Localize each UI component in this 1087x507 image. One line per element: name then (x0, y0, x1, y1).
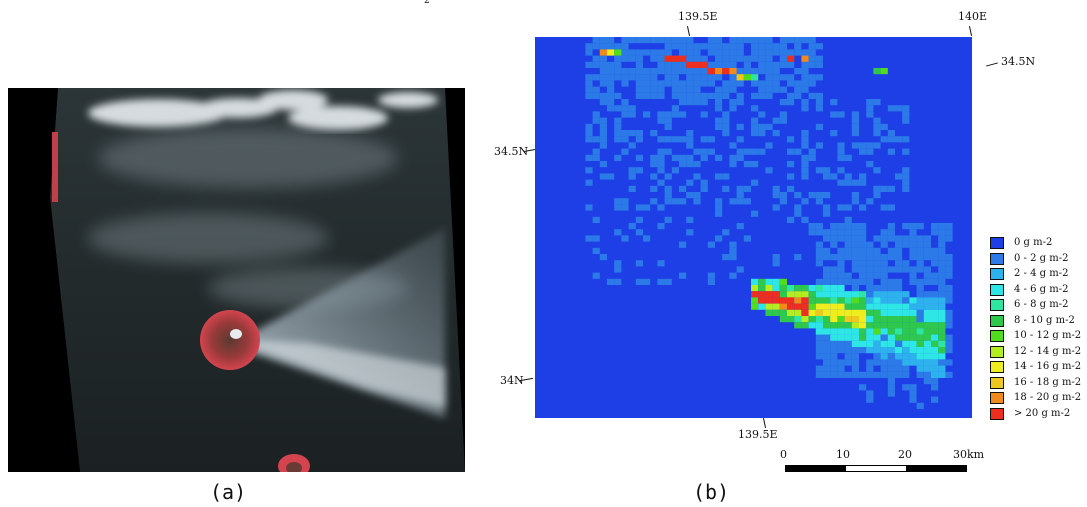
legend-label: 14 - 16 g m-2 (1014, 361, 1082, 372)
legend-label: 10 - 12 g m-2 (1014, 330, 1082, 341)
legend-label: 12 - 14 g m-2 (1014, 345, 1082, 357)
legend-label: 0 g m-2 (1014, 237, 1053, 248)
lon-label-bottom: 139.5E (738, 428, 778, 441)
tick-top-2 (968, 26, 973, 36)
scale-tick-0: 0 (780, 448, 787, 461)
legend-label: 2 - 4 g m-2 (1014, 268, 1069, 279)
scale-tick-30: 30km (953, 448, 985, 461)
legend-swatch (990, 237, 1004, 249)
lat-label-left-1: 34.5N (494, 145, 529, 158)
lon-label-top-1: 139.5E (678, 10, 718, 23)
ash-map (535, 37, 972, 418)
ash-grid (585, 37, 953, 409)
satellite-image (8, 88, 465, 478)
tick-bottom (762, 418, 767, 428)
top-fragment-text: 2 (424, 0, 430, 6)
legend-swatch (990, 376, 1004, 389)
legend-label: 8 - 10 g m-2 (1014, 314, 1075, 326)
panel-a-caption: (a) (210, 480, 247, 504)
satellite-image-panel (8, 88, 465, 478)
legend-swatch (990, 299, 1004, 311)
legend-swatch (990, 407, 1004, 420)
legend-label: 18 - 20 g m-2 (1014, 392, 1082, 403)
legend-swatch (990, 314, 1004, 327)
legend-swatch (990, 392, 1004, 404)
legend-label: > 20 g m-2 (1014, 407, 1071, 419)
panel-b-caption: (b) (693, 480, 730, 504)
legend-swatch (990, 361, 1004, 373)
legend-label: 4 - 6 g m-2 (1014, 283, 1069, 295)
lon-label-top-2: 140E (958, 10, 988, 23)
legend-label: 16 - 18 g m-2 (1014, 376, 1082, 388)
legend-label: 6 - 8 g m-2 (1014, 299, 1069, 310)
scale-tick-10: 10 (836, 448, 850, 461)
scale-tick-20: 20 (898, 448, 912, 461)
legend-swatch (990, 252, 1004, 265)
scale-bar (785, 465, 967, 472)
lat-label-left-2: 34N (500, 374, 524, 387)
legend-label: 0 - 2 g m-2 (1014, 252, 1069, 264)
tick-right (986, 62, 998, 67)
legend-swatch (990, 330, 1004, 342)
tick-top-1 (686, 26, 691, 36)
legend-swatch (990, 345, 1004, 358)
legend-swatch (990, 268, 1004, 280)
lat-label-right: 34.5N (1001, 55, 1036, 68)
legend-swatch (990, 283, 1004, 296)
